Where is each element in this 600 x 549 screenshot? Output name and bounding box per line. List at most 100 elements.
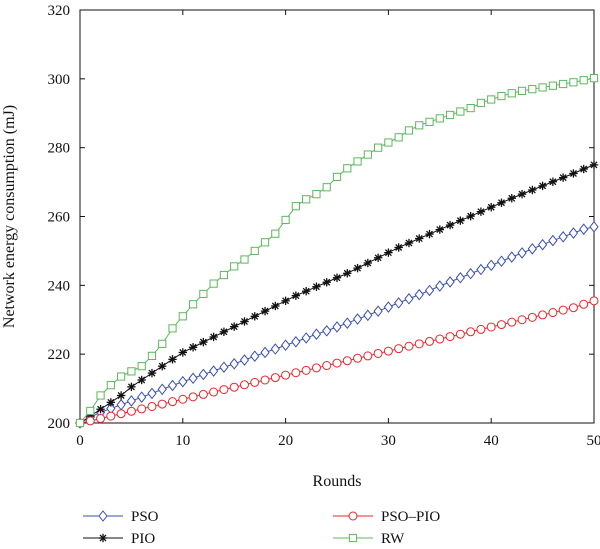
data-point-pio <box>158 362 167 371</box>
data-point-rw <box>230 262 239 271</box>
data-point-rw <box>579 76 588 85</box>
data-point-pso <box>465 267 476 280</box>
legend-item-pso-pio: PSO–PIO <box>333 509 440 525</box>
legend-marker-pso-pio <box>348 511 358 521</box>
legend-item-pio: PIO <box>83 531 155 547</box>
data-point-pso <box>352 313 363 325</box>
data-point-pso <box>250 350 260 363</box>
data-point-pso-pio <box>517 315 527 325</box>
x-tick-label: 50 <box>587 433 600 449</box>
data-point-rw <box>158 339 167 348</box>
data-point-pso <box>558 231 568 243</box>
data-point-pio <box>240 317 249 326</box>
data-point-rw <box>250 246 259 256</box>
data-point-pio <box>558 173 568 182</box>
data-point-pio <box>538 181 547 191</box>
series-pio <box>75 160 599 428</box>
data-point-rw <box>117 372 126 381</box>
data-point-pio <box>415 234 424 243</box>
data-point-pso-pio <box>404 341 414 351</box>
data-point-pio <box>507 194 516 203</box>
data-point-pio <box>332 273 342 282</box>
y-tick-label: 300 <box>48 72 71 88</box>
legend-marker-pio <box>98 533 108 543</box>
data-point-pso <box>301 332 311 344</box>
data-point-pso <box>476 263 486 276</box>
data-point-rw <box>209 279 218 288</box>
data-point-rw <box>548 81 557 90</box>
data-point-pio <box>271 301 280 311</box>
y-tick-label: 260 <box>48 210 71 226</box>
data-point-pso-pio <box>445 332 455 342</box>
data-point-rw <box>445 110 455 120</box>
data-point-pso-pio <box>394 344 404 354</box>
data-point-pio <box>445 220 455 230</box>
data-point-pio <box>353 263 362 273</box>
data-point-pio <box>260 306 270 316</box>
legend-item-rw: RW <box>333 531 405 547</box>
x-tick-label: 20 <box>278 433 293 449</box>
data-point-rw <box>466 103 475 113</box>
legend-item-pso: PSO <box>83 509 159 525</box>
series-rw <box>75 74 599 428</box>
data-point-pio <box>384 248 393 257</box>
legend-label: PIO <box>131 531 155 547</box>
data-point-rw <box>332 172 342 182</box>
data-point-pio <box>435 225 444 234</box>
x-tick-label: 30 <box>381 433 396 449</box>
data-point-pso-pio <box>239 380 249 390</box>
data-point-pso-pio <box>260 375 270 385</box>
data-point-pio <box>137 375 146 385</box>
data-point-pso <box>342 317 352 329</box>
data-point-pso-pio <box>538 310 548 320</box>
data-point-pso <box>496 255 507 268</box>
data-point-rw <box>127 367 136 376</box>
y-tick-label: 220 <box>48 347 71 363</box>
data-point-pso <box>229 358 239 370</box>
data-point-rw <box>281 215 290 225</box>
data-point-pso-pio <box>527 312 537 322</box>
legend: PSO PIO PSO–PIO RW <box>83 509 440 547</box>
data-point-pso-pio <box>168 397 178 407</box>
data-point-rw <box>353 157 362 166</box>
data-point-pso <box>322 324 332 337</box>
data-point-pio <box>250 312 259 321</box>
data-point-rw <box>271 229 280 238</box>
data-point-pso-pio <box>322 361 332 371</box>
data-point-pso-pio <box>414 339 424 349</box>
data-point-rw <box>569 78 578 87</box>
data-point-pio <box>219 327 229 336</box>
data-point-pso <box>394 297 404 309</box>
data-point-pio <box>373 253 383 262</box>
data-point-pso <box>363 309 373 322</box>
data-point-rw <box>538 83 547 92</box>
data-point-rw <box>106 381 115 390</box>
data-point-pso <box>435 280 445 292</box>
x-tick-label: 10 <box>175 433 190 449</box>
series-line-pio <box>79 164 595 424</box>
data-point-pso-pio <box>301 365 311 375</box>
data-point-pso-pio <box>342 356 352 366</box>
data-point-pso-pio <box>548 308 558 318</box>
data-point-pso-pio <box>270 373 280 383</box>
x-axis: 0 10 20 30 40 50 <box>76 10 600 449</box>
data-point-rw <box>178 312 187 321</box>
data-point-pio <box>230 322 239 331</box>
data-point-pso <box>147 387 157 400</box>
data-point-pso-pio <box>219 385 229 395</box>
data-point-pso-pio <box>281 370 291 380</box>
data-point-pio <box>528 185 537 195</box>
data-point-pio <box>569 169 578 178</box>
data-point-pso-pio <box>425 336 435 346</box>
data-point-pio <box>209 332 218 342</box>
data-point-pso-pio <box>157 399 167 409</box>
data-point-pso <box>414 288 424 301</box>
data-point-pio <box>322 278 331 287</box>
series-line-rw <box>79 77 595 424</box>
data-point-pso <box>260 346 270 359</box>
data-point-rw <box>435 114 444 123</box>
data-point-rw <box>322 183 331 192</box>
data-point-rw <box>456 107 465 116</box>
data-point-pso <box>167 379 178 392</box>
data-point-pio <box>168 355 177 364</box>
